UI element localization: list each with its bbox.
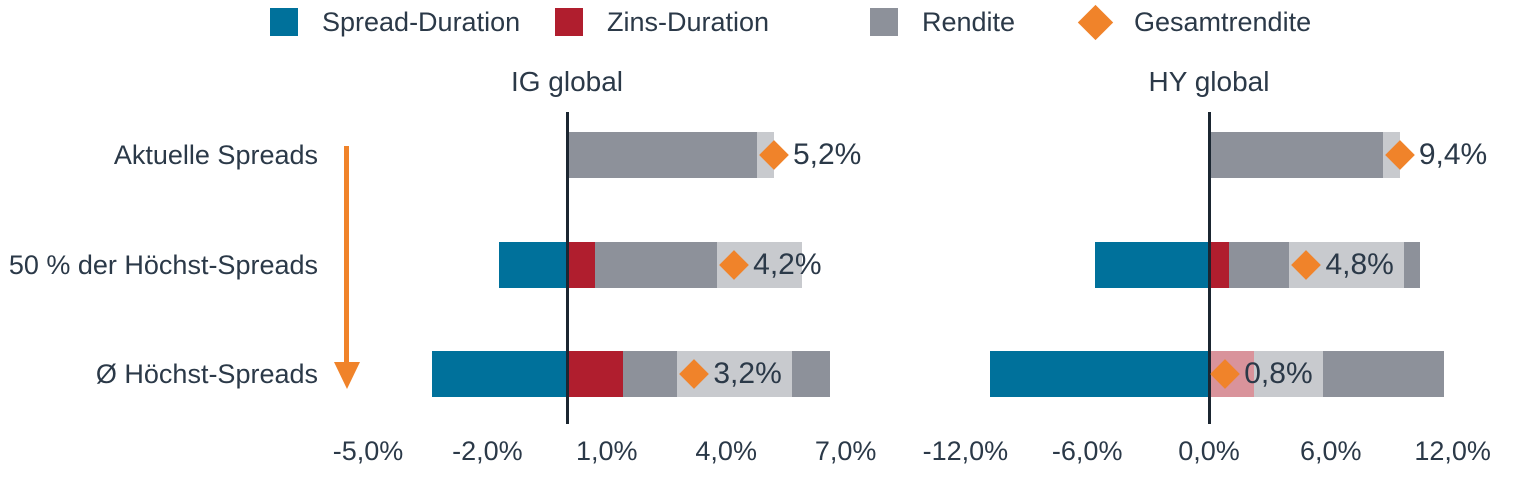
spread-duration-swatch-icon xyxy=(270,8,298,36)
rendite-swatch-icon xyxy=(870,8,898,36)
scenario-down-arrow-icon xyxy=(344,146,349,364)
x-axis-tick-label: 1,0% xyxy=(576,436,638,466)
legend-label: Rendite xyxy=(922,6,1016,37)
legend-item-rendite: Rendite xyxy=(870,4,1015,40)
x-axis-tick-label: -5,0% xyxy=(332,436,404,466)
bar-segment-zins-duration xyxy=(1209,242,1230,288)
bar-segment-spread-duration xyxy=(989,351,1209,397)
x-axis-tick-label: 0,0% xyxy=(1178,436,1240,466)
zero-axis-line xyxy=(1207,112,1211,424)
bar-segment-spread-duration xyxy=(431,351,567,397)
bar-segment-rendite xyxy=(567,132,774,178)
bar-segment-spread-duration xyxy=(1095,242,1209,288)
legend-label: Gesamtrendite xyxy=(1134,6,1312,37)
category-label-avg-hoechst-spreads: Ø Höchst-Spreads xyxy=(95,359,318,389)
gesamtrendite-value-label: 3,2% xyxy=(677,351,792,397)
panel-title-ig: IG global xyxy=(510,66,624,97)
bar-segment-zins-duration xyxy=(567,242,595,288)
gesamtrendite-diamond-icon xyxy=(1076,4,1114,40)
x-axis-tick-label: -6,0% xyxy=(1051,436,1123,466)
x-axis-tick-label: -2,0% xyxy=(452,436,523,466)
x-axis-tick-label: -12,0% xyxy=(922,436,1009,466)
zero-axis-line xyxy=(565,112,569,424)
legend-item-gesamtrendite: Gesamtrendite xyxy=(1076,4,1311,40)
legend-label: Spread-Duration xyxy=(322,6,521,37)
x-axis-tick-label: 4,0% xyxy=(695,436,757,466)
panel-title-hy: HY global xyxy=(1148,66,1270,97)
bar-segment-rendite xyxy=(1209,132,1400,178)
category-label-aktuelle-spreads: Aktuelle Spreads xyxy=(113,140,318,170)
category-label-50-prozent-hoechst-spreads: 50 % der Höchst-Spreads xyxy=(8,250,318,280)
legend-label: Zins-Duration xyxy=(607,6,770,37)
bar-segment-spread-duration xyxy=(499,242,567,288)
scenario-down-arrow-head-icon xyxy=(334,362,360,389)
x-axis-tick-label: 12,0% xyxy=(1414,436,1491,466)
legend-item-spread-duration: Spread-Duration xyxy=(270,4,520,40)
x-axis-tick-label: 6,0% xyxy=(1300,436,1362,466)
zins-duration-swatch-icon xyxy=(555,8,583,36)
legend-item-zins-duration: Zins-Duration xyxy=(555,4,769,40)
x-axis-tick-label: 7,0% xyxy=(814,436,877,466)
bar-segment-zins-duration xyxy=(567,351,623,397)
